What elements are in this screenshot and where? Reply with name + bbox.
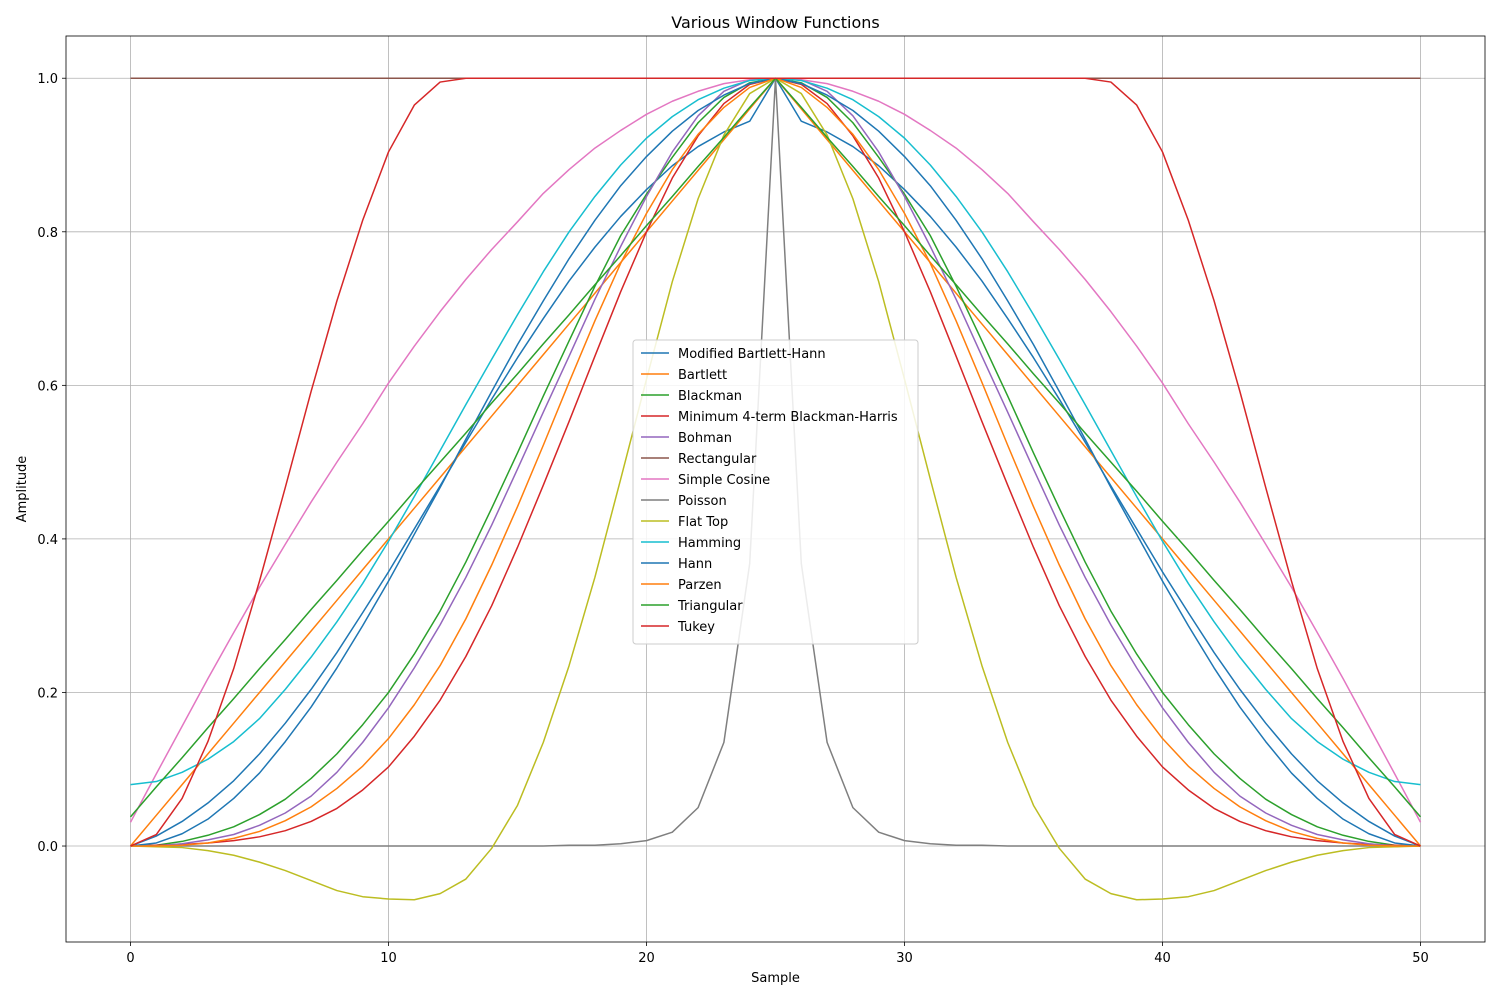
x-tick-label: 10 [380,951,397,966]
x-tick-label: 0 [126,951,134,966]
y-tick-label: 0.0 [37,840,58,855]
legend-label: Rectangular [678,452,757,467]
y-tick-label: 0.4 [37,533,58,548]
legend-label: Flat Top [678,515,728,530]
legend-label: Bohman [678,431,732,446]
x-tick-label: 30 [896,951,913,966]
legend: Modified Bartlett-Hann Bartlett Blackman Mi… [632,339,919,645]
plot-frame [65,35,1486,943]
y-tick-label: 1.0 [37,72,58,87]
axis-ticks: 0 10 20 30 40 50 0.0 0.2 0.4 0.6 0.8 1.0 [37,72,1428,966]
series-line [130,77,1421,847]
legend-label: Simple Cosine [678,473,770,488]
legend-label: Hamming [678,536,741,551]
legend-label: Poisson [678,494,727,509]
x-tick-label: 20 [638,951,655,966]
legend-label: Parzen [678,578,722,593]
x-axis-label: Sample [751,971,800,986]
legend-label: Triangular [677,599,743,614]
chart-title: Various Window Functions [671,13,879,32]
y-tick-label: 0.6 [37,379,58,394]
plot-lines [129,77,1422,901]
y-tick-label: 0.8 [37,226,58,241]
legend-label: Minimum 4-term Blackman-Harris [678,410,898,425]
legend-label: Tukey [677,620,715,635]
x-tick-label: 50 [1412,951,1429,966]
y-axis-label: Amplitude [15,456,30,523]
legend-label: Modified Bartlett-Hann [678,347,826,362]
legend-label: Bartlett [678,368,727,383]
legend-label: Hann [678,557,712,572]
legend-label: Blackman [678,389,742,404]
x-tick-label: 40 [1154,951,1171,966]
y-tick-label: 0.2 [37,686,58,701]
legend-box [632,339,919,645]
